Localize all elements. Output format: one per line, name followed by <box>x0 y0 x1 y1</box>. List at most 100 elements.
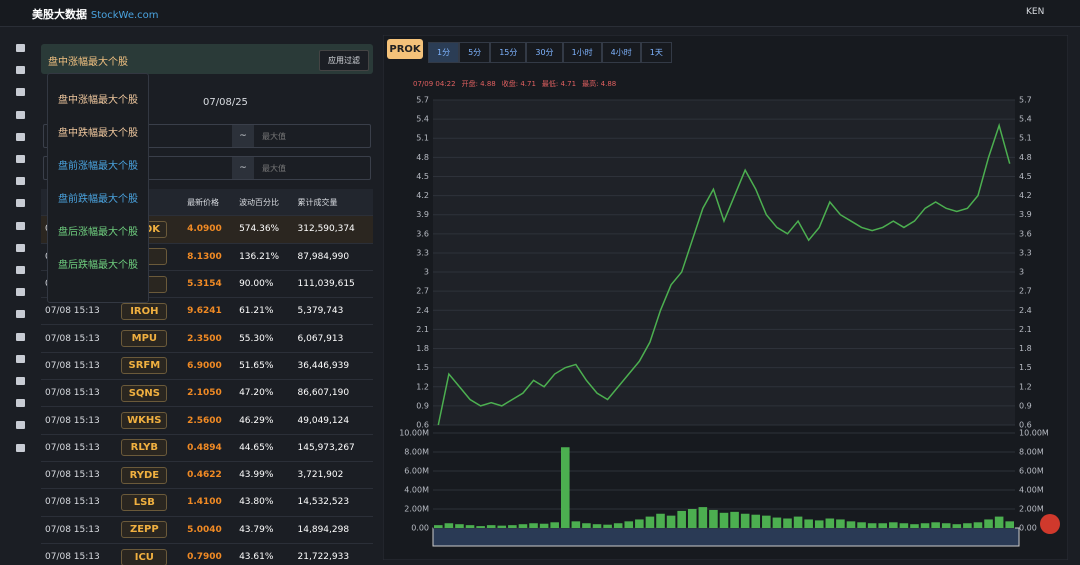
cell: ZEPP <box>117 516 184 544</box>
cell: 46.29% <box>235 406 294 435</box>
interval-tab[interactable]: 5分 <box>459 42 491 63</box>
ohlc-close: 收盘: 4.71 <box>502 79 536 88</box>
chat-button[interactable] <box>1040 514 1060 534</box>
y2-tick-label: 0.9 <box>1019 401 1032 410</box>
column-header: 波动百分比 <box>235 189 294 217</box>
interval-tab[interactable]: 15分 <box>490 42 527 63</box>
interval-tab[interactable]: 4小时 <box>601 42 641 63</box>
y2-tick-label: 5.7 <box>1019 96 1032 105</box>
nav-icon[interactable] <box>16 421 25 430</box>
top-bar: 美股大数据 StockWe.com KEN <box>0 0 1080 27</box>
nav-icon[interactable] <box>16 110 25 119</box>
cell: 43.79% <box>235 516 294 544</box>
cell: RYDE <box>117 461 184 490</box>
volume-bar <box>656 513 665 528</box>
icon-sidebar: for(let i=0;i<19;i++)document.write('<di… <box>10 38 30 558</box>
cell: 5.0040 <box>183 516 236 544</box>
cell: 4.0900 <box>183 215 236 244</box>
volume-bar <box>455 524 464 528</box>
nav-icon[interactable] <box>16 221 25 230</box>
nav-icon[interactable] <box>16 88 25 97</box>
navigator[interactable] <box>432 527 1020 547</box>
cell: 47.20% <box>235 379 294 408</box>
menu-item[interactable]: 盘中跌幅最大个股 <box>58 128 138 139</box>
nav-icon[interactable] <box>16 443 25 452</box>
volume-bar <box>518 524 528 528</box>
volume-bar <box>952 524 962 528</box>
volume-bar <box>751 514 761 528</box>
table-row[interactable]: 07/08 15:13 ZEPP 5.0040 43.79% 14,894,298 <box>41 516 373 544</box>
nav-icon[interactable] <box>16 354 25 363</box>
y2-tick-label: 0.6 <box>1019 421 1032 430</box>
ohlc-high: 最高: 4.88 <box>582 79 616 88</box>
nav-icon[interactable] <box>16 155 25 163</box>
table-row[interactable]: 07/08 15:13 MPU 2.3500 55.30% 6,067,913 <box>41 324 373 353</box>
y2-tick-label: 4.2 <box>1019 191 1032 200</box>
nav-icon[interactable] <box>16 399 25 408</box>
apply-button[interactable]: 应用过滤 <box>319 50 369 71</box>
cell: LSB <box>117 488 184 517</box>
table-row[interactable]: 07/08 15:13 SRFM 6.9000 51.65% 36,446,939 <box>41 352 373 381</box>
interval-tab[interactable]: 1天 <box>640 42 672 63</box>
y-tick-label: 2.7 <box>416 287 429 296</box>
volume-bar <box>910 524 919 528</box>
interval-tab[interactable]: 1分 <box>428 42 460 63</box>
cell: 2.5600 <box>183 406 236 435</box>
menu-item[interactable]: 盘前涨幅最大个股 <box>58 161 138 172</box>
volume-bar <box>476 526 485 528</box>
y-tick-label: 1.8 <box>416 344 429 353</box>
cell: 6,067,913 <box>293 324 373 353</box>
filter-select[interactable]: 盘中涨幅最大个股 <box>48 57 128 68</box>
user[interactable]: KEN <box>1026 7 1045 17</box>
menu-item[interactable]: 盘后跌幅最大个股 <box>58 260 138 271</box>
volume-bar <box>465 525 475 528</box>
nav-icon[interactable] <box>16 332 25 341</box>
nav-icon[interactable] <box>16 66 25 75</box>
volume-bar <box>941 523 951 528</box>
table-row[interactable]: 07/08 15:13 RYDE 0.4622 43.99% 3,721,902 <box>41 461 373 490</box>
interval-tab[interactable]: 1小时 <box>562 42 602 63</box>
nav-icon[interactable] <box>16 288 25 297</box>
volume-bar <box>539 523 549 528</box>
table-row[interactable]: 07/08 15:13 WKHS 2.5600 46.29% 49,049,124 <box>41 406 373 435</box>
nav-icon[interactable] <box>16 132 25 141</box>
symbol-tab[interactable] <box>387 39 423 59</box>
volume-bar <box>444 523 454 528</box>
max-input[interactable]: 最大值 <box>262 132 286 141</box>
menu-item[interactable]: 盘前跌幅最大个股 <box>58 194 138 205</box>
nav-icon[interactable] <box>16 199 25 208</box>
table-row[interactable]: 07/08 15:13 RLYB 0.4894 44.65% 145,973,267 <box>41 434 373 462</box>
nav-icon[interactable] <box>16 266 25 274</box>
interval-tab[interactable]: 30分 <box>526 42 563 63</box>
cell: 43.80% <box>235 488 294 517</box>
cell: 3,721,902 <box>293 461 373 490</box>
table-row[interactable]: 07/08 15:13 ICU 0.7900 43.61% 21,722,933 <box>41 543 373 565</box>
table-row[interactable]: 07/08 15:13 LSB 1.4100 43.80% 14,532,523 <box>41 488 373 517</box>
symbol: SQNS <box>121 384 168 402</box>
volume-bar <box>783 518 792 528</box>
date-input[interactable]: 07/08/25 <box>203 97 248 108</box>
volume-bar <box>836 519 845 528</box>
menu-item[interactable]: 盘中涨幅最大个股 <box>58 95 138 106</box>
nav-icon[interactable] <box>16 243 25 252</box>
y-tick-label: 4.5 <box>416 172 429 181</box>
nav-icon[interactable] <box>16 177 25 186</box>
volume-bar <box>592 524 602 528</box>
nav-icon[interactable] <box>16 310 25 319</box>
menu-item[interactable]: 盘后涨幅最大个股 <box>58 227 138 238</box>
cell: 07/08 15:13 <box>41 352 118 381</box>
y2-tick-label: 4.00M <box>1019 486 1044 495</box>
table-row[interactable]: 07/08 15:13 SQNS 2.1050 47.20% 86,607,190 <box>41 379 373 408</box>
max-input[interactable]: 最大值 <box>262 164 286 173</box>
volume-bar <box>624 521 634 528</box>
volume-bar <box>920 523 930 528</box>
volume-bar <box>740 513 750 528</box>
y2-tick-label: 1.5 <box>1019 363 1032 372</box>
cell: 2.3500 <box>183 324 236 353</box>
nav-icon[interactable] <box>16 44 25 52</box>
volume-bar <box>973 522 983 528</box>
nav-icon[interactable] <box>16 377 25 385</box>
y-tick-label: 0.00 <box>411 524 429 533</box>
ohlc-low: 最低: 4.71 <box>542 79 576 88</box>
